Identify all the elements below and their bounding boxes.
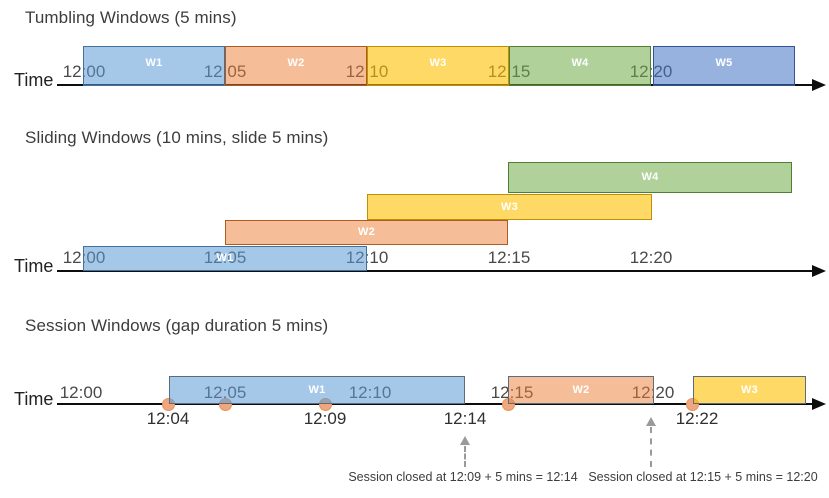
axis-arrowhead-icon (812, 398, 826, 410)
window-box: W3 (367, 194, 652, 220)
window-label: W4 (571, 57, 589, 69)
tick-label: 12:15 (487, 248, 531, 267)
window-label: W1 (308, 383, 326, 396)
time-axis-label: Time (14, 389, 54, 409)
window-label: W4 (641, 171, 659, 183)
window-label: W3 (740, 383, 759, 396)
window-box: W3 (693, 376, 806, 404)
window-box: W1 (169, 376, 465, 404)
window-label: W2 (572, 383, 590, 396)
up-arrow-stem (650, 427, 652, 467)
tick-label: 12:20 (629, 248, 673, 267)
window-label: W5 (715, 57, 733, 69)
time-axis (57, 270, 814, 272)
window-box: W5 (653, 46, 795, 86)
event-time-label: 12:14 (443, 409, 487, 428)
time-axis (57, 403, 814, 405)
window-box: W2 (225, 220, 508, 245)
window-box: W3 (367, 46, 509, 86)
window-box: W4 (508, 162, 792, 193)
time-axis-label: Time (14, 70, 54, 90)
window-box: W4 (509, 46, 651, 86)
window-label: W3 (500, 200, 519, 213)
window-label: W2 (287, 57, 305, 69)
up-arrow-stem (464, 446, 466, 467)
window-label: W2 (357, 226, 376, 238)
window-label: W1 (145, 57, 163, 69)
window-box: W1 (83, 46, 225, 86)
event-time-label: 12:22 (675, 409, 719, 428)
time-axis-label: Time (14, 256, 54, 276)
section-title-sliding: Sliding Windows (10 mins, slide 5 mins) (25, 128, 329, 147)
up-arrow-icon (646, 417, 656, 426)
event-time-label: 12:09 (303, 409, 347, 428)
window-box: W2 (225, 46, 367, 86)
window-label: W1 (216, 252, 234, 264)
session-close-annotation: Session closed at 12:15 + 5 mins = 12:20 (588, 470, 818, 484)
axis-arrowhead-icon (812, 265, 826, 277)
window-box: W1 (83, 246, 367, 271)
section-title-session: Session Windows (gap duration 5 mins) (25, 316, 329, 335)
window-box: W2 (508, 376, 654, 404)
tick-label: 12:00 (59, 383, 103, 402)
up-arrow-icon (460, 436, 470, 445)
section-title-tumbling: Tumbling Windows (5 mins) (25, 8, 237, 27)
axis-arrowhead-icon (812, 79, 826, 91)
event-time-label: 12:04 (146, 409, 190, 428)
session-close-annotation: Session closed at 12:09 + 5 mins = 12:14 (348, 470, 578, 484)
window-label: W3 (429, 57, 447, 69)
